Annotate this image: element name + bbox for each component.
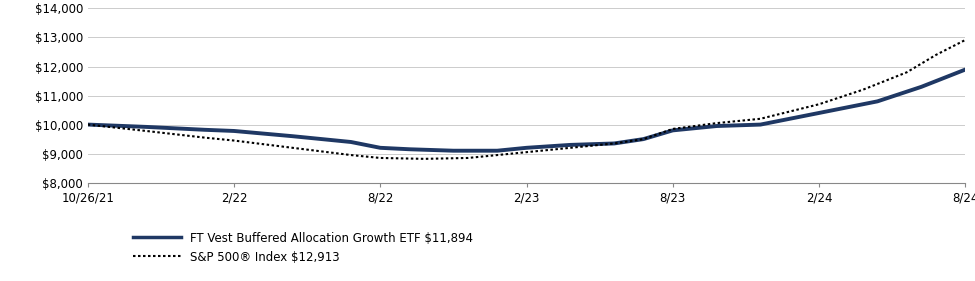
Legend: FT Vest Buffered Allocation Growth ETF $11,894, S&P 500® Index $12,913: FT Vest Buffered Allocation Growth ETF $… (129, 227, 478, 268)
